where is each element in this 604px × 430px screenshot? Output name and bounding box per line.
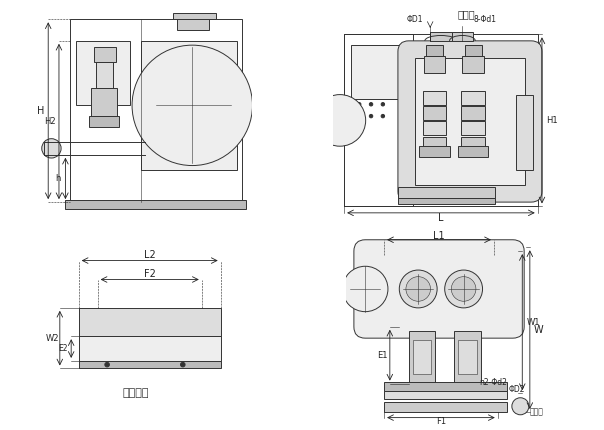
- Bar: [94, 47, 116, 62]
- Text: h: h: [55, 174, 60, 183]
- Bar: [413, 340, 431, 374]
- Bar: [398, 198, 495, 204]
- FancyBboxPatch shape: [354, 240, 524, 338]
- Text: n2-Φd2: n2-Φd2: [479, 378, 507, 387]
- Bar: [463, 56, 484, 73]
- Text: 8-Φd1: 8-Φd1: [473, 15, 496, 24]
- Bar: [454, 331, 481, 384]
- Bar: [461, 137, 485, 150]
- Bar: [398, 187, 495, 198]
- Bar: [350, 45, 404, 99]
- Bar: [423, 92, 446, 105]
- Text: W: W: [533, 325, 543, 335]
- Text: L: L: [438, 213, 444, 223]
- Bar: [91, 88, 117, 116]
- FancyBboxPatch shape: [398, 41, 542, 202]
- Bar: [464, 45, 482, 56]
- Text: W2: W2: [45, 334, 59, 343]
- Text: L1: L1: [433, 231, 445, 241]
- Bar: [79, 336, 220, 361]
- Bar: [384, 391, 507, 399]
- Bar: [516, 95, 533, 170]
- Bar: [65, 200, 246, 209]
- Text: H1: H1: [546, 116, 558, 125]
- Circle shape: [105, 362, 109, 367]
- Bar: [177, 19, 210, 30]
- Bar: [141, 41, 237, 170]
- Text: H2: H2: [45, 117, 56, 126]
- Bar: [173, 13, 216, 19]
- Text: H: H: [37, 106, 44, 116]
- Bar: [424, 56, 445, 73]
- Circle shape: [358, 102, 361, 106]
- Circle shape: [342, 266, 388, 312]
- Bar: [461, 106, 485, 120]
- Text: ΦD2: ΦD2: [509, 385, 525, 394]
- Bar: [458, 146, 488, 157]
- Circle shape: [512, 398, 529, 415]
- Text: F2: F2: [144, 269, 156, 279]
- Circle shape: [381, 114, 385, 118]
- Bar: [423, 121, 446, 135]
- Bar: [415, 58, 525, 185]
- Circle shape: [132, 45, 252, 166]
- Text: 进水口: 进水口: [458, 9, 475, 19]
- Bar: [452, 32, 473, 41]
- Circle shape: [369, 114, 373, 118]
- Circle shape: [358, 114, 361, 118]
- Circle shape: [445, 270, 483, 308]
- Bar: [95, 62, 113, 88]
- Circle shape: [406, 276, 431, 301]
- Text: E1: E1: [377, 351, 388, 359]
- Bar: [426, 45, 443, 56]
- Bar: [461, 92, 485, 105]
- Bar: [384, 402, 507, 412]
- Bar: [423, 106, 446, 120]
- Circle shape: [314, 95, 365, 146]
- Text: ΦD1: ΦD1: [407, 15, 423, 24]
- Circle shape: [42, 138, 61, 158]
- Text: W1: W1: [527, 318, 541, 326]
- Text: L2: L2: [144, 250, 156, 260]
- Bar: [344, 34, 413, 206]
- Circle shape: [181, 362, 185, 367]
- Bar: [430, 32, 452, 41]
- Bar: [461, 121, 485, 135]
- Circle shape: [369, 102, 373, 106]
- Text: 出水口: 出水口: [530, 408, 544, 416]
- Text: 控制柜底: 控制柜底: [122, 388, 149, 398]
- Circle shape: [451, 276, 476, 301]
- Text: F1: F1: [436, 417, 446, 426]
- Bar: [89, 116, 119, 127]
- Bar: [384, 382, 507, 391]
- Bar: [419, 146, 449, 157]
- Bar: [79, 361, 220, 369]
- Bar: [423, 137, 446, 150]
- Circle shape: [381, 102, 385, 106]
- Circle shape: [399, 270, 437, 308]
- Bar: [409, 331, 435, 384]
- Bar: [344, 34, 538, 206]
- Bar: [79, 308, 220, 336]
- Bar: [76, 41, 130, 105]
- Text: E2: E2: [58, 344, 68, 353]
- Bar: [69, 19, 242, 202]
- Bar: [458, 340, 477, 374]
